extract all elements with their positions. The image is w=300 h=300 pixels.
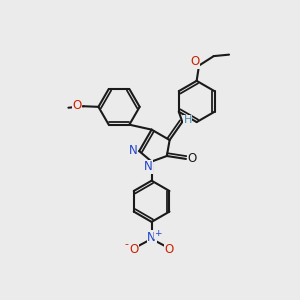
Text: O: O bbox=[190, 56, 199, 68]
Text: H: H bbox=[183, 116, 192, 125]
Text: N: N bbox=[144, 160, 152, 173]
Text: O: O bbox=[129, 243, 139, 256]
Text: N: N bbox=[147, 231, 156, 244]
Text: O: O bbox=[73, 99, 82, 112]
Text: O: O bbox=[188, 152, 197, 165]
Text: N: N bbox=[129, 144, 138, 157]
Text: O: O bbox=[165, 243, 174, 256]
Text: +: + bbox=[154, 229, 162, 238]
Text: -: - bbox=[124, 240, 128, 250]
